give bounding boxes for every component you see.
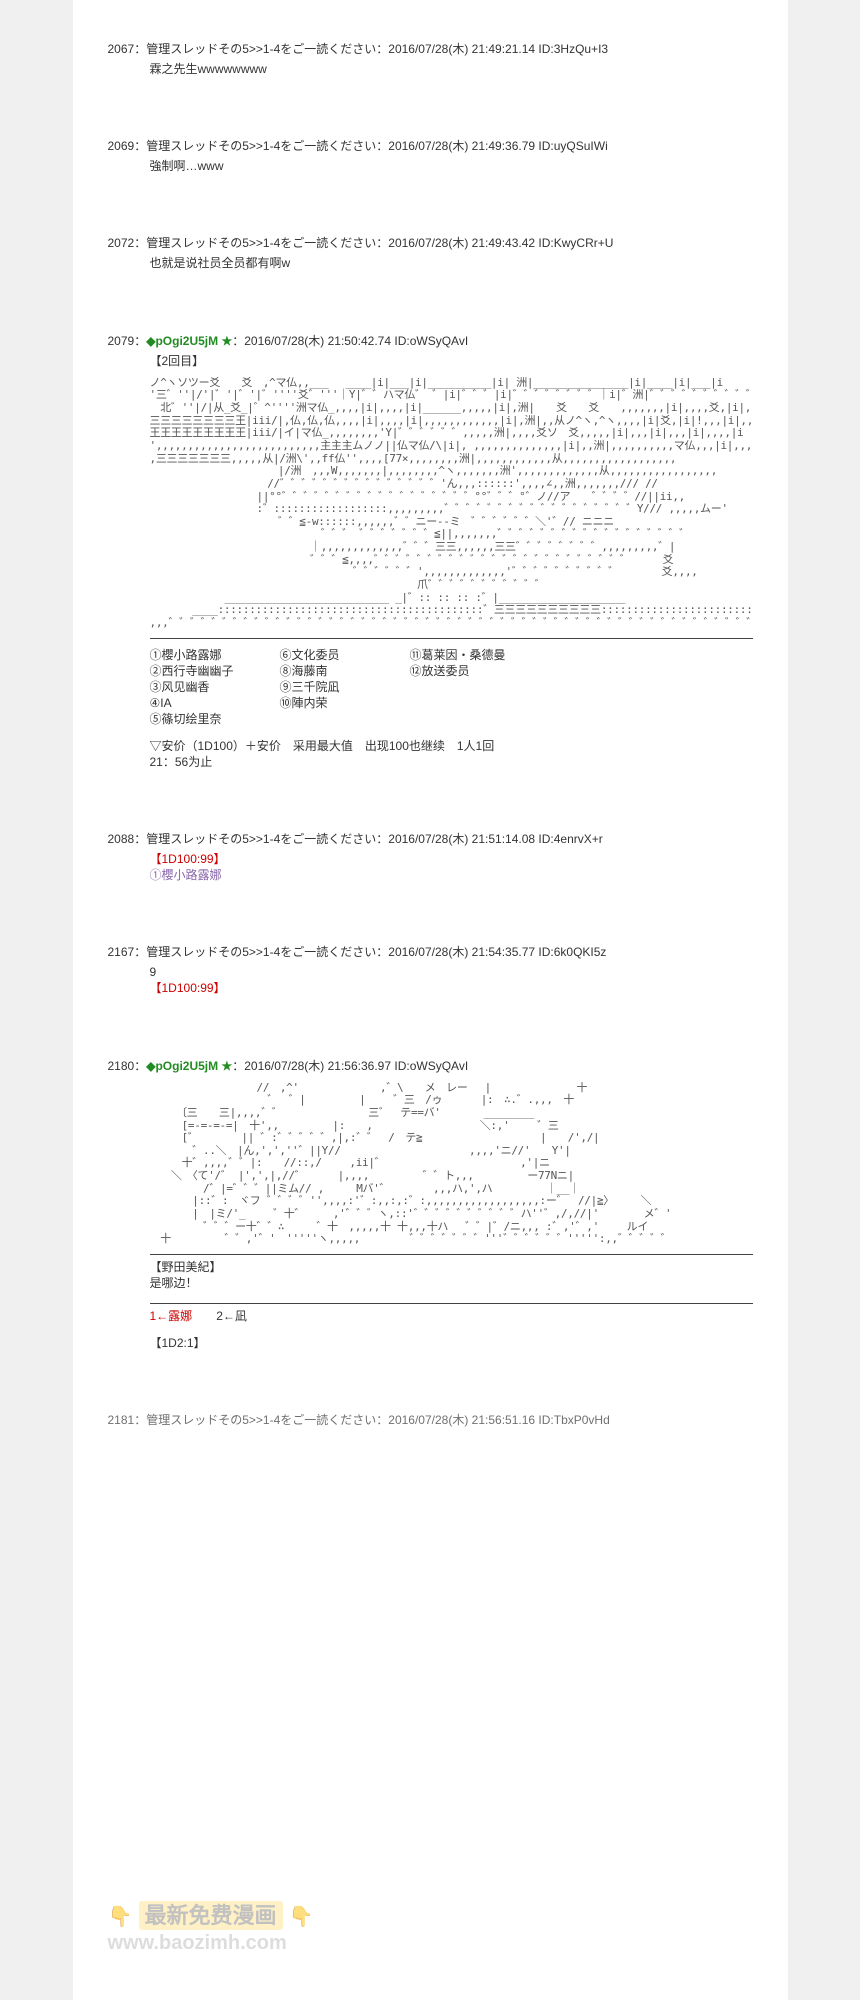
post-date: 2016/07/28(木) 21:49:36.79 [388, 139, 535, 153]
post: 2167：管理スレッドその5>>1-4をご一読ください：2016/07/28(木… [108, 943, 753, 996]
post-header: 2072：管理スレッドその5>>1-4をご一読ください：2016/07/28(木… [108, 234, 753, 251]
post-date: 2016/07/28(木) 21:56:51.16 [388, 1413, 535, 1427]
choice-2: 2←凪 [216, 1309, 247, 1323]
post-header: 2088：管理スレッドその5>>1-4をご一読ください：2016/07/28(木… [108, 830, 753, 847]
instruction-line: 21：56为止 [150, 754, 753, 770]
post: 2079：◆pOgi2U5jM ★：2016/07/28(木) 21:50:42… [108, 332, 753, 770]
char-col-1: ①櫻小路露娜 ②西行寺幽幽子 ③风见幽香 ④IA ⑤篠切绘里奈 [150, 647, 250, 728]
post-header: 2079：◆pOgi2U5jM ★：2016/07/28(木) 21:50:42… [108, 332, 753, 349]
post: 2069：管理スレッドその5>>1-4をご一読ください：2016/07/28(木… [108, 137, 753, 174]
post-trip: ◆pOgi2U5jM ★ [146, 334, 232, 348]
divider [150, 638, 753, 639]
character-list: ①櫻小路露娜 ②西行寺幽幽子 ③风见幽香 ④IA ⑤篠切绘里奈 ⑥文化委员 ⑧海… [150, 647, 753, 728]
post: 2180：◆pOgi2U5jM ★：2016/07/28(木) 21:56:36… [108, 1057, 753, 1351]
post-date: 2016/07/28(木) 21:49:43.42 [388, 236, 535, 250]
page-container: 2067：管理スレッドその5>>1-4をご一読ください：2016/07/28(木… [73, 0, 788, 2000]
post-body: 【1D100:99】 ①櫻小路露娜 [150, 851, 753, 883]
char-item: ①櫻小路露娜 [150, 647, 250, 663]
post: 2072：管理スレッドその5>>1-4をご一読ください：2016/07/28(木… [108, 234, 753, 271]
post-body: 【2回目】 ノ^ヽソツー爻 爻 ,^マ仏,,___ ____|i|___|i|_… [150, 353, 753, 770]
char-item: ④IA [150, 695, 250, 711]
post-number: 2180 [108, 1059, 135, 1073]
finger-icon: 👇 [108, 1906, 133, 1928]
divider [150, 1254, 753, 1255]
dialogue-line: 是哪边！ [150, 1275, 753, 1291]
round-title: 【2回目】 [150, 353, 753, 369]
post-header: 2167：管理スレッドその5>>1-4をご一読ください：2016/07/28(木… [108, 943, 753, 960]
post-header: 2180：◆pOgi2U5jM ★：2016/07/28(木) 21:56:36… [108, 1057, 753, 1074]
instruction-line: ▽安价（1D100）＋安价 采用最大值 出现100也继续 1人1回 [150, 738, 753, 754]
post-id: ID:TbxP0vHd [538, 1413, 609, 1427]
char-item: ⑧海藤南 [280, 663, 380, 679]
post-trip: ◆pOgi2U5jM ★ [146, 1059, 232, 1073]
post-number: 2079 [108, 334, 135, 348]
post-id: ID:4enrvX+r [538, 832, 602, 846]
char-item: ⑨三千院凪 [280, 679, 380, 695]
post-date: 2016/07/28(木) 21:51:14.08 [388, 832, 535, 846]
divider [150, 1303, 753, 1304]
post-date: 2016/07/28(木) 21:54:35.77 [388, 945, 535, 959]
body-line: 霖之先生wwwwwwww [150, 61, 753, 77]
post-date: 2016/07/28(木) 21:49:21.14 [388, 42, 535, 56]
post-number: 2181 [108, 1413, 135, 1427]
choice-row: 1←露娜 2←凪 [150, 1308, 753, 1324]
post-name: 管理スレッドその5>>1-4をご一読ください [146, 945, 376, 959]
post-name: 管理スレッドその5>>1-4をご一読ください [146, 832, 376, 846]
post: 2181：管理スレッドその5>>1-4をご一読ください：2016/07/28(木… [108, 1411, 753, 1428]
post-name: 管理スレッドその5>>1-4をご一読ください [146, 42, 376, 56]
post-number: 2067 [108, 42, 135, 56]
finger-icon: 👇 [289, 1906, 314, 1928]
char-item: ②西行寺幽幽子 [150, 663, 250, 679]
post-header: 2069：管理スレッドその5>>1-4をご一読ください：2016/07/28(木… [108, 137, 753, 154]
post-name: 管理スレッドその5>>1-4をご一読ください [146, 1413, 376, 1427]
char-col-2: ⑥文化委员 ⑧海藤南 ⑨三千院凪 ⑩陣内荣 [280, 647, 380, 728]
post-number: 2167 [108, 945, 135, 959]
post-number: 2088 [108, 832, 135, 846]
dice-result: 【1D100:99】 [150, 851, 753, 867]
body-line: ①櫻小路露娜 [150, 867, 753, 883]
body-line: 也就是说社员全员都有啊w [150, 255, 753, 271]
post-name: 管理スレッドその5>>1-4をご一読ください [146, 236, 376, 250]
char-item: ⑫放送委员 [410, 663, 510, 679]
post: 2088：管理スレッドその5>>1-4をご一読ください：2016/07/28(木… [108, 830, 753, 883]
post-number: 2069 [108, 139, 135, 153]
post-id: ID:oWSyQAvI [394, 1059, 468, 1073]
ascii-art-character: // ,^' ,゛\ メ レー | 十 ゛ ゛| | ゛三 /ゥ |: ∴.゛.… [150, 1082, 753, 1246]
body-line: 強制啊…www [150, 158, 753, 174]
post-body: 霖之先生wwwwwwww [150, 61, 753, 77]
watermark-url: www.baozimh.com [108, 1932, 287, 1955]
dice-result: 【1D2:1】 [150, 1335, 753, 1351]
post-body: 也就是说社员全员都有啊w [150, 255, 753, 271]
post-name: 管理スレッドその5>>1-4をご一読ください [146, 139, 376, 153]
post-header: 2181：管理スレッドその5>>1-4をご一読ください：2016/07/28(木… [108, 1411, 753, 1428]
watermark-banner: 👇 最新免费漫画 👇 [108, 1898, 314, 1930]
char-item: ⑪葛莱因・桑德曼 [410, 647, 510, 663]
post-date: 2016/07/28(木) 21:50:42.74 [244, 334, 391, 348]
post-body: // ,^' ,゛\ メ レー | 十 ゛ ゛| | ゛三 /ゥ |: ∴.゛.… [150, 1082, 753, 1351]
char-item: ⑤篠切绘里奈 [150, 711, 250, 727]
ascii-art-tree: ノ^ヽソツー爻 爻 ,^マ仏,,___ ____|i|___|i|_______… [150, 377, 753, 630]
dice-result: 【1D100:99】 [150, 980, 753, 996]
post-id: ID:3HzQu+I3 [538, 42, 608, 56]
post-date: 2016/07/28(木) 21:56:36.97 [244, 1059, 391, 1073]
char-col-3: ⑪葛莱因・桑德曼 ⑫放送委员 [410, 647, 510, 728]
post: 2067：管理スレッドその5>>1-4をご一読ください：2016/07/28(木… [108, 40, 753, 77]
instruction-text: ▽安价（1D100）＋安价 采用最大值 出现100也继续 1人1回 21：56为… [150, 738, 753, 770]
post-id: ID:uyQSuIWi [538, 139, 607, 153]
char-item: ③风见幽香 [150, 679, 250, 695]
post-id: ID:6k0QKI5z [538, 945, 606, 959]
char-item: ⑥文化委员 [280, 647, 380, 663]
post-header: 2067：管理スレッドその5>>1-4をご一読ください：2016/07/28(木… [108, 40, 753, 57]
post-body: 強制啊…www [150, 158, 753, 174]
watermark-label: 最新免费漫画 [139, 1901, 283, 1930]
character-name: 【野田美紀】 [150, 1259, 753, 1275]
choice-1: 1←露娜 [150, 1309, 193, 1323]
post-number: 2072 [108, 236, 135, 250]
post-id: ID:KwyCRr+U [538, 236, 613, 250]
char-item: ⑩陣内荣 [280, 695, 380, 711]
post-body: 9 【1D100:99】 [150, 964, 753, 996]
post-id: ID:oWSyQAvI [394, 334, 468, 348]
body-line: 9 [150, 964, 753, 980]
